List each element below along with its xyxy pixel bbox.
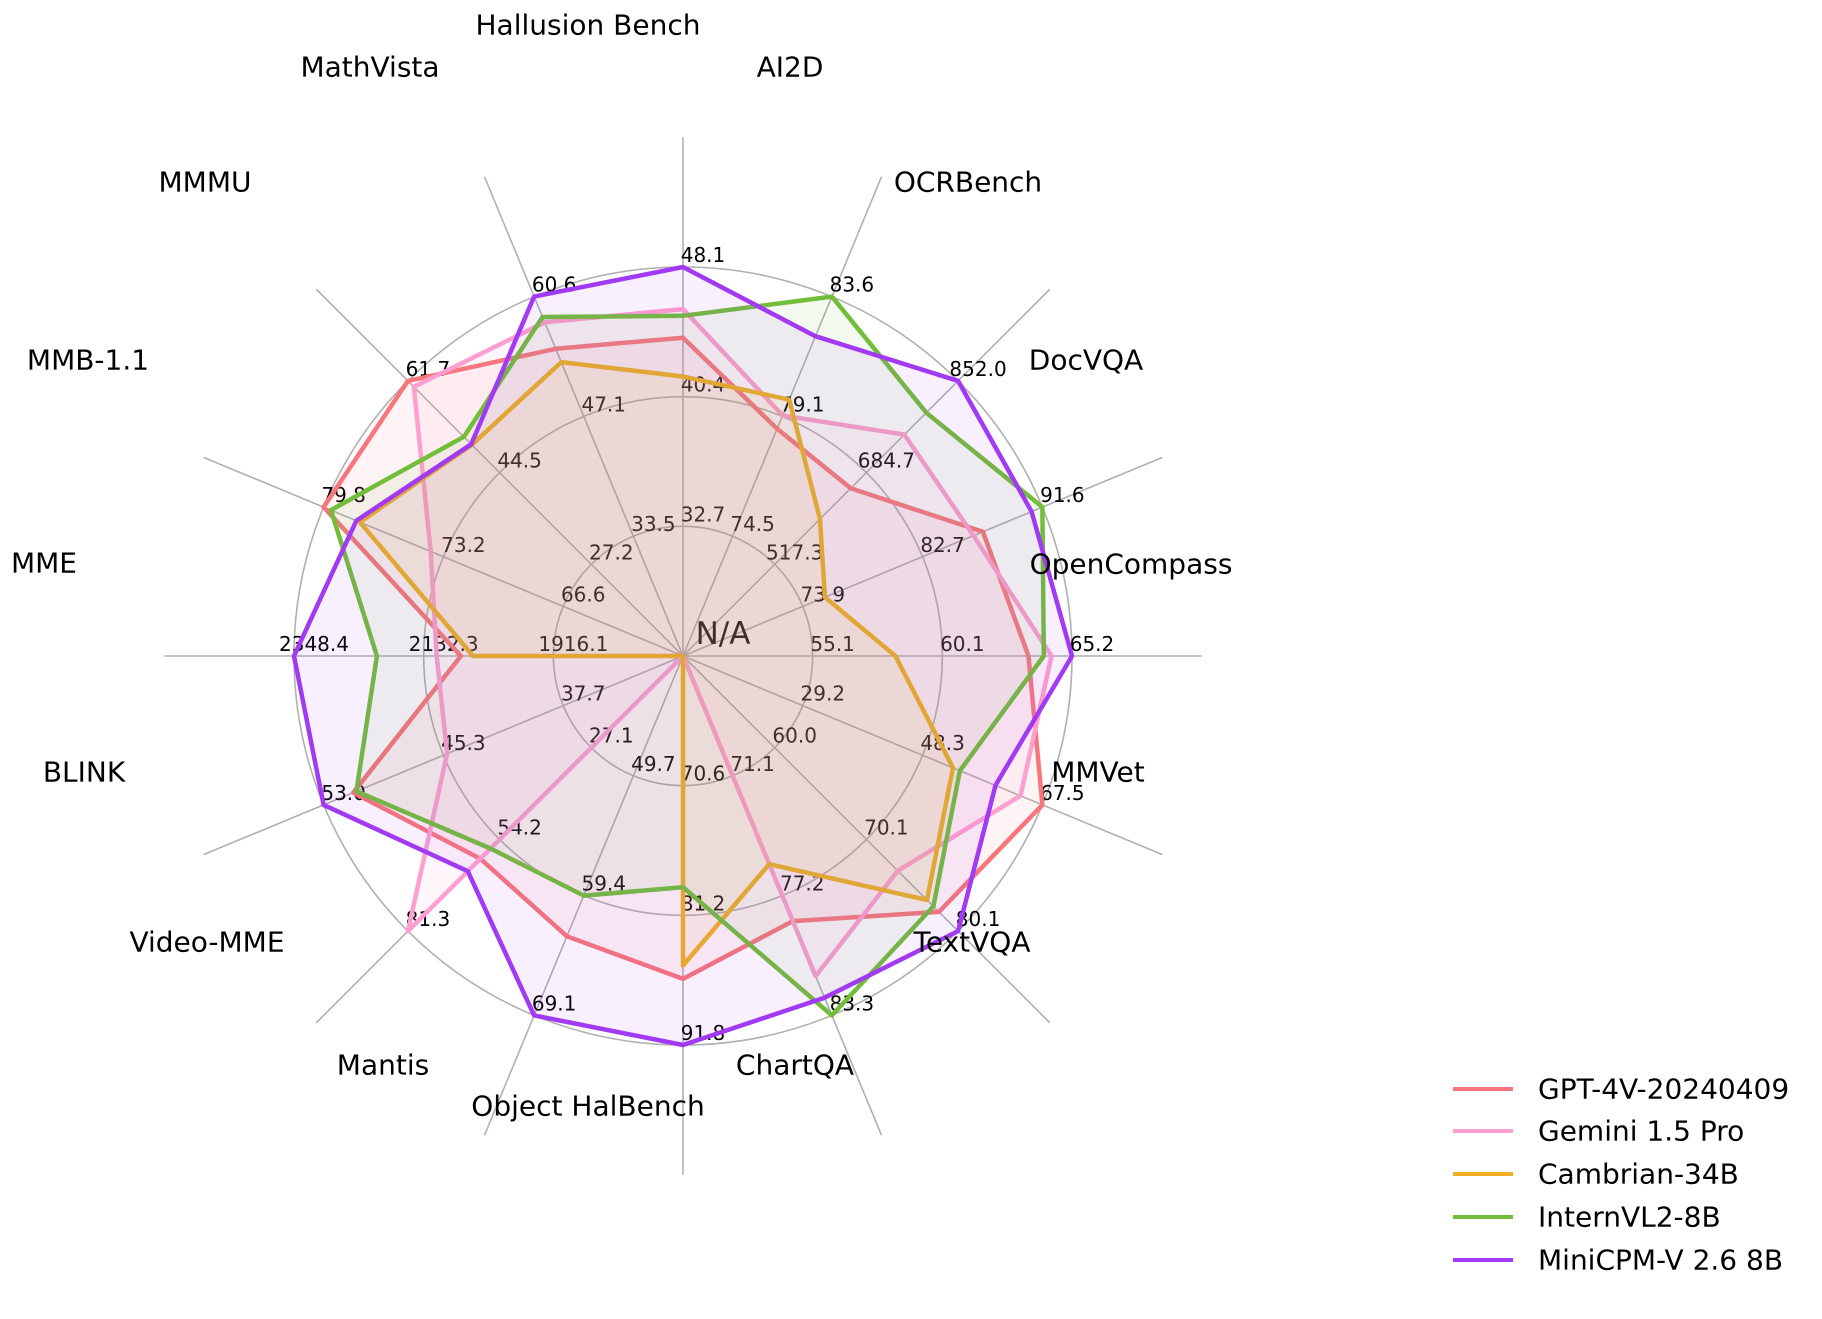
series-polygon-minicpm-v-2-6-8b bbox=[291, 264, 1075, 1048]
axis-spoke-mathvista bbox=[483, 176, 684, 657]
axis-title-textvqa: TextVQA bbox=[913, 926, 1031, 959]
tick-label-mmvet-3: 67.5 bbox=[1040, 781, 1085, 805]
tick-label-docvqa-3: 91.6 bbox=[1040, 483, 1085, 507]
axis-title-chartqa: ChartQA bbox=[736, 1049, 854, 1082]
tick-label-mmb-1-1-2: 73.2 bbox=[441, 533, 486, 557]
tick-label-mme-3: 2348.4 bbox=[279, 632, 349, 656]
axis-title-video-mme: Video-MME bbox=[129, 926, 284, 959]
tick-label-mmmu-2: 44.5 bbox=[497, 449, 542, 473]
tick-label-hallusion-bench-3: 48.1 bbox=[681, 243, 726, 267]
axis-spoke-blink bbox=[203, 655, 684, 856]
axis-spoke-docvqa bbox=[682, 456, 1163, 657]
axis-spoke-ocrbench bbox=[682, 288, 1051, 657]
tick-label-ocrbench-1: 517.3 bbox=[766, 540, 823, 564]
tick-label-ai2d-1: 74.5 bbox=[730, 512, 775, 536]
axis-title-mmmu: MMMU bbox=[159, 166, 252, 199]
axis-spoke-textvqa bbox=[682, 655, 1051, 1024]
tick-label-ocrbench-2: 684.7 bbox=[858, 449, 915, 473]
tick-label-opencompass-2: 60.1 bbox=[940, 632, 985, 656]
tick-label-blink-1: 37.7 bbox=[561, 682, 606, 706]
series-polygon-internvl2-8b bbox=[328, 294, 1047, 1018]
tick-label-opencompass-1: 55.1 bbox=[810, 632, 855, 656]
tick-label-opencompass-3: 65.2 bbox=[1070, 632, 1115, 656]
legend-label-internvl2-8b: InternVL2-8B bbox=[1538, 1201, 1721, 1234]
axis-spoke-mmmu bbox=[315, 288, 684, 657]
axis-title-ai2d: AI2D bbox=[757, 51, 824, 84]
tick-label-mmmu-1: 27.2 bbox=[589, 540, 634, 564]
tick-label-docvqa-2: 82.7 bbox=[920, 533, 965, 557]
center-na-label: N/A bbox=[696, 616, 751, 652]
tick-label-object-halbench-1: 70.6 bbox=[681, 762, 726, 786]
tick-label-mme-1: 1916.1 bbox=[538, 632, 608, 656]
tick-label-mmvet-1: 29.2 bbox=[801, 682, 846, 706]
axis-title-mantis: Mantis bbox=[337, 1049, 429, 1082]
tick-label-textvqa-2: 70.1 bbox=[864, 815, 909, 839]
tick-label-chartqa-1: 71.1 bbox=[730, 752, 775, 776]
legend-label-minicpm-v-2-6-8b: MiniCPM-V 2.6 8B bbox=[1538, 1244, 1783, 1277]
tick-label-mathvista-1: 33.5 bbox=[631, 512, 676, 536]
tick-labels-layer: 32.740.448.174.579.183.6517.3684.7852.07… bbox=[279, 243, 1114, 1045]
tick-label-mantis-3: 69.1 bbox=[532, 991, 577, 1015]
tick-label-textvqa-1: 60.0 bbox=[772, 724, 817, 748]
axis-title-mmvet: MMVet bbox=[1051, 756, 1145, 789]
tick-label-ai2d-3: 83.6 bbox=[830, 273, 875, 297]
axis-title-mme: MME bbox=[11, 547, 77, 580]
tick-label-mmb-1-1-1: 66.6 bbox=[561, 582, 606, 606]
axis-title-ocrbench: OCRBench bbox=[894, 166, 1042, 199]
axis-title-docvqa: DocVQA bbox=[1029, 344, 1143, 377]
legend: GPT-4V-20240409 Gemini 1.5 Pro Cambrian-34… bbox=[1453, 1073, 1789, 1277]
axis-title-object-halbench: Object HalBench bbox=[471, 1090, 704, 1123]
tick-label-mathvista-2: 47.1 bbox=[581, 392, 626, 416]
tick-label-ocrbench-3: 852.0 bbox=[949, 357, 1006, 381]
tick-label-ai2d-2: 79.1 bbox=[780, 392, 825, 416]
axis-title-mathvista: MathVista bbox=[300, 51, 439, 84]
series-polygon-gemini-1-5-pro bbox=[405, 306, 1054, 979]
axis-spoke-mmvet bbox=[682, 655, 1163, 856]
axis-title-opencompass: OpenCompass bbox=[1030, 548, 1233, 581]
series-layer bbox=[291, 264, 1075, 1048]
legend-label-gpt-4v-20240409: GPT-4V-20240409 bbox=[1538, 1073, 1789, 1106]
tick-label-mantis-1: 49.7 bbox=[631, 752, 676, 776]
axis-title-mmb-1-1: MMB-1.1 bbox=[27, 344, 149, 377]
legend-label-cambrian-34b: Cambrian-34B bbox=[1538, 1158, 1739, 1191]
axis-titles-layer: Hallusion Bench AI2D OCRBench DocVQA OpenCom… bbox=[11, 9, 1232, 1123]
tick-label-hallusion-bench-1: 32.7 bbox=[681, 502, 726, 526]
axis-spoke-mmb-1-1 bbox=[203, 456, 684, 657]
axis-title-blink: BLINK bbox=[43, 756, 126, 789]
axis-title-hallusion-bench: Hallusion Bench bbox=[476, 9, 701, 42]
legend-label-gemini-1-5-pro: Gemini 1.5 Pro bbox=[1538, 1115, 1744, 1148]
